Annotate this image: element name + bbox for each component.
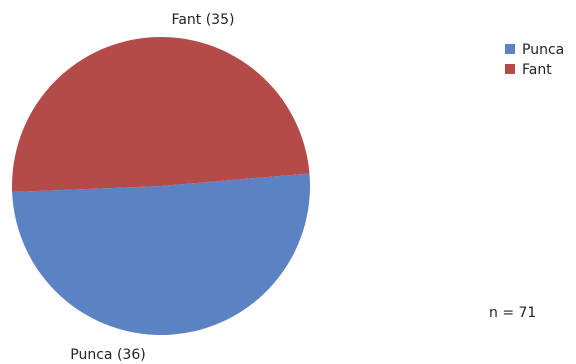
slice-label-punca: Punca (36): [70, 347, 145, 363]
legend-swatch-punca: [505, 44, 515, 54]
pie-slice-fant: [12, 37, 309, 192]
legend-label-fant: Fant: [522, 62, 552, 78]
slice-label-fant: Fant (35): [172, 12, 235, 28]
legend-label-punca: Punca: [522, 42, 564, 58]
legend-swatch-fant: [505, 64, 515, 74]
pie-slices: [12, 37, 310, 335]
pie-slice-punca: [12, 173, 310, 335]
sample-size-note: n = 71: [489, 305, 536, 321]
legend: Punca Fant: [505, 42, 564, 78]
